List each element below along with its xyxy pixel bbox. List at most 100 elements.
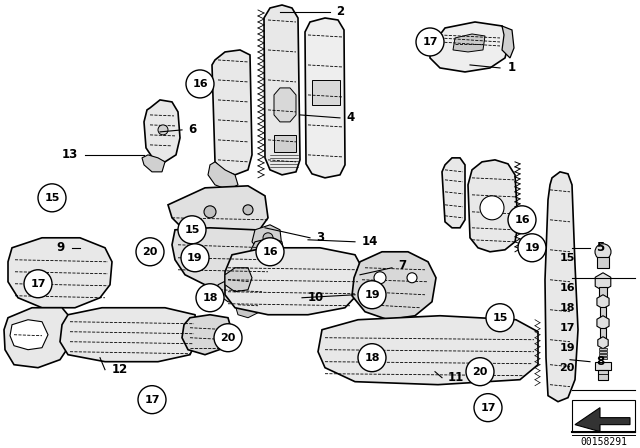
Text: 20: 20 bbox=[142, 247, 157, 257]
Text: 18: 18 bbox=[364, 353, 380, 363]
Circle shape bbox=[136, 238, 164, 266]
Text: 7: 7 bbox=[398, 259, 406, 272]
Circle shape bbox=[214, 324, 242, 352]
Text: 11: 11 bbox=[448, 371, 464, 384]
Polygon shape bbox=[250, 238, 285, 272]
Circle shape bbox=[243, 205, 253, 215]
Text: 1: 1 bbox=[508, 61, 516, 74]
Polygon shape bbox=[442, 158, 465, 228]
Text: 8: 8 bbox=[596, 355, 604, 368]
Circle shape bbox=[374, 272, 386, 284]
Polygon shape bbox=[274, 88, 296, 122]
Text: 14: 14 bbox=[362, 235, 378, 248]
Text: 2: 2 bbox=[336, 5, 344, 18]
Text: 16: 16 bbox=[514, 215, 530, 225]
Polygon shape bbox=[597, 295, 609, 309]
Text: 20: 20 bbox=[559, 363, 575, 373]
Polygon shape bbox=[305, 18, 345, 178]
Text: 15: 15 bbox=[559, 253, 575, 263]
Polygon shape bbox=[4, 308, 72, 368]
Text: 17: 17 bbox=[30, 279, 45, 289]
Polygon shape bbox=[225, 248, 362, 315]
Polygon shape bbox=[598, 337, 608, 349]
Text: 10: 10 bbox=[308, 291, 324, 304]
Text: 15: 15 bbox=[44, 193, 60, 203]
Text: 13: 13 bbox=[61, 148, 78, 161]
Polygon shape bbox=[599, 354, 607, 356]
Polygon shape bbox=[225, 268, 252, 292]
Text: 16: 16 bbox=[262, 247, 278, 257]
Circle shape bbox=[181, 244, 209, 272]
Text: 20: 20 bbox=[472, 366, 488, 377]
Text: 17: 17 bbox=[422, 37, 438, 47]
Text: 19: 19 bbox=[524, 243, 540, 253]
Text: 19: 19 bbox=[559, 343, 575, 353]
Polygon shape bbox=[235, 298, 260, 318]
Text: 15: 15 bbox=[184, 225, 200, 235]
Polygon shape bbox=[312, 80, 340, 105]
Polygon shape bbox=[352, 252, 436, 320]
Circle shape bbox=[24, 270, 52, 298]
Text: 19: 19 bbox=[364, 290, 380, 300]
Circle shape bbox=[474, 394, 502, 422]
Text: 5: 5 bbox=[596, 241, 604, 254]
Polygon shape bbox=[60, 308, 198, 362]
Polygon shape bbox=[598, 370, 608, 379]
Text: 9: 9 bbox=[57, 241, 65, 254]
Polygon shape bbox=[600, 328, 606, 338]
Circle shape bbox=[196, 284, 224, 312]
Circle shape bbox=[595, 244, 611, 260]
Circle shape bbox=[466, 358, 494, 386]
Polygon shape bbox=[468, 160, 518, 252]
Polygon shape bbox=[595, 273, 611, 291]
Polygon shape bbox=[182, 315, 232, 355]
Polygon shape bbox=[274, 135, 296, 152]
Polygon shape bbox=[252, 225, 282, 255]
Circle shape bbox=[158, 125, 168, 135]
Polygon shape bbox=[430, 22, 510, 72]
Text: 17: 17 bbox=[480, 403, 496, 413]
Circle shape bbox=[480, 196, 504, 220]
Polygon shape bbox=[545, 172, 578, 402]
Text: 19: 19 bbox=[187, 253, 203, 263]
Text: 18: 18 bbox=[559, 303, 575, 313]
Circle shape bbox=[178, 216, 206, 244]
Polygon shape bbox=[502, 26, 514, 58]
Circle shape bbox=[38, 184, 66, 212]
Circle shape bbox=[358, 344, 386, 372]
Polygon shape bbox=[572, 400, 635, 431]
Circle shape bbox=[138, 386, 166, 414]
Text: 12: 12 bbox=[112, 363, 128, 376]
Circle shape bbox=[416, 28, 444, 56]
Polygon shape bbox=[264, 5, 300, 175]
Text: 20: 20 bbox=[220, 333, 236, 343]
Polygon shape bbox=[144, 100, 180, 162]
Polygon shape bbox=[599, 348, 607, 350]
Text: 6: 6 bbox=[188, 123, 196, 136]
Polygon shape bbox=[318, 316, 538, 385]
Polygon shape bbox=[595, 362, 611, 370]
Polygon shape bbox=[8, 238, 112, 308]
Text: 17: 17 bbox=[559, 323, 575, 333]
Polygon shape bbox=[218, 278, 265, 305]
Polygon shape bbox=[600, 307, 606, 322]
Polygon shape bbox=[575, 408, 630, 431]
Polygon shape bbox=[142, 155, 165, 172]
Circle shape bbox=[407, 273, 417, 283]
Text: 00158291: 00158291 bbox=[580, 437, 627, 447]
Circle shape bbox=[186, 70, 214, 98]
Polygon shape bbox=[599, 287, 607, 300]
Polygon shape bbox=[597, 257, 609, 268]
Polygon shape bbox=[599, 357, 607, 359]
Circle shape bbox=[263, 233, 273, 243]
Circle shape bbox=[508, 206, 536, 234]
Circle shape bbox=[358, 281, 386, 309]
Circle shape bbox=[204, 206, 216, 218]
Circle shape bbox=[256, 238, 284, 266]
Polygon shape bbox=[172, 228, 278, 288]
Circle shape bbox=[518, 234, 546, 262]
Text: 3: 3 bbox=[316, 231, 324, 244]
Polygon shape bbox=[168, 186, 268, 242]
Polygon shape bbox=[453, 34, 485, 52]
Polygon shape bbox=[212, 50, 252, 175]
